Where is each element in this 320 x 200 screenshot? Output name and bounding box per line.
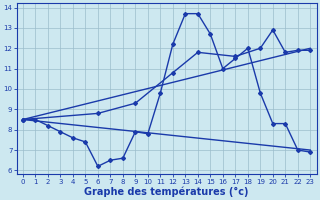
X-axis label: Graphe des températures (°c): Graphe des températures (°c) xyxy=(84,186,249,197)
